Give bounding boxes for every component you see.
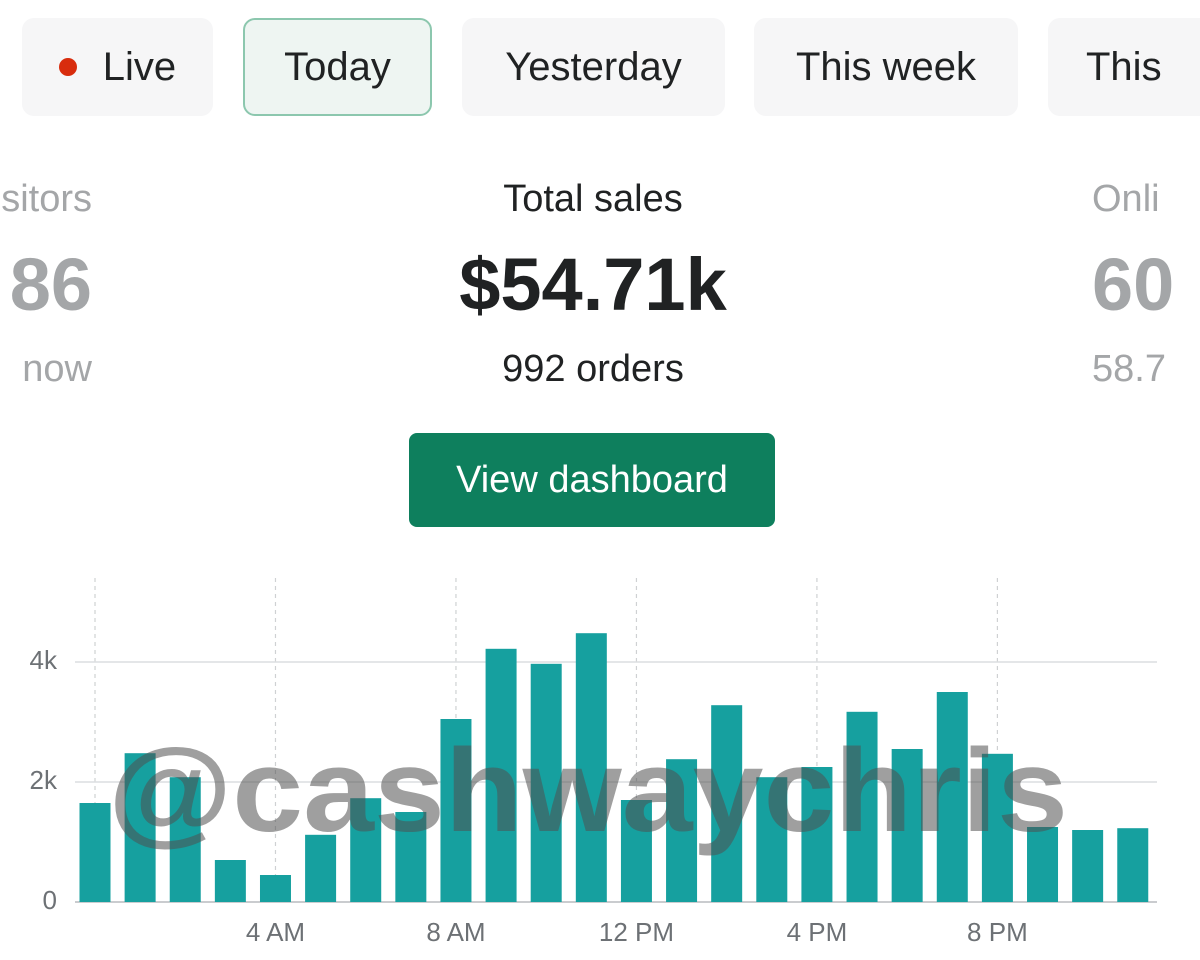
- bar: [530, 663, 562, 902]
- tab-this[interactable]: This: [1048, 18, 1200, 116]
- x-tick-label: 4 AM: [246, 917, 305, 947]
- bar: [350, 798, 382, 902]
- tab-live[interactable]: Live: [22, 18, 213, 116]
- bar: [981, 753, 1013, 902]
- bar: [801, 767, 833, 902]
- stat-label: sitors: [1, 178, 92, 220]
- bar: [124, 753, 156, 902]
- bar: [846, 711, 878, 902]
- bar: [1117, 828, 1149, 902]
- tab-label: Today: [284, 44, 391, 89]
- tab-label: This week: [795, 44, 977, 89]
- stat-sub: now: [22, 348, 92, 390]
- bar: [485, 648, 517, 902]
- live-dot: [58, 58, 77, 76]
- stat-value: $54.71k: [459, 243, 727, 326]
- stat-sub: 992 orders: [502, 348, 684, 390]
- x-tick-label: 8 AM: [426, 917, 485, 947]
- bar: [666, 759, 698, 902]
- y-tick-label: 4k: [30, 645, 58, 675]
- stat-value: 86: [9, 243, 92, 326]
- y-tick-label: 0: [43, 885, 57, 915]
- tab-today[interactable]: Today: [243, 18, 432, 116]
- tab-label: This: [1086, 44, 1162, 89]
- stat-label: Total sales: [503, 178, 683, 220]
- bar: [79, 803, 111, 902]
- bar: [620, 800, 652, 902]
- bar: [756, 777, 788, 902]
- bar: [214, 860, 246, 902]
- bar: [1027, 827, 1059, 902]
- bar: [395, 812, 427, 902]
- stat-sub: 58.7: [1092, 348, 1166, 390]
- y-tick-label: 2k: [30, 765, 58, 795]
- tab-yesterday[interactable]: Yesterday: [462, 18, 725, 116]
- bar: [891, 749, 923, 902]
- x-tick-label: 4 PM: [787, 917, 848, 947]
- bar: [440, 719, 472, 902]
- x-tick-label: 8 PM: [967, 917, 1028, 947]
- bar: [936, 692, 968, 902]
- watermark: @cashwaychris: [108, 725, 1068, 857]
- view-dashboard-button[interactable]: View dashboard: [409, 433, 775, 527]
- tab-label: Yesterday: [505, 44, 682, 89]
- stat-label: Onli: [1092, 178, 1160, 220]
- bar: [259, 875, 291, 902]
- tab-label: Live: [102, 44, 177, 89]
- bar: [1072, 830, 1104, 902]
- bar: [169, 777, 201, 902]
- tab-this-week[interactable]: This week: [754, 18, 1018, 116]
- bar: [575, 633, 607, 902]
- bar: [305, 834, 337, 902]
- bar: [711, 705, 743, 902]
- x-tick-label: 12 PM: [599, 917, 674, 947]
- stat-value: 60: [1092, 243, 1175, 326]
